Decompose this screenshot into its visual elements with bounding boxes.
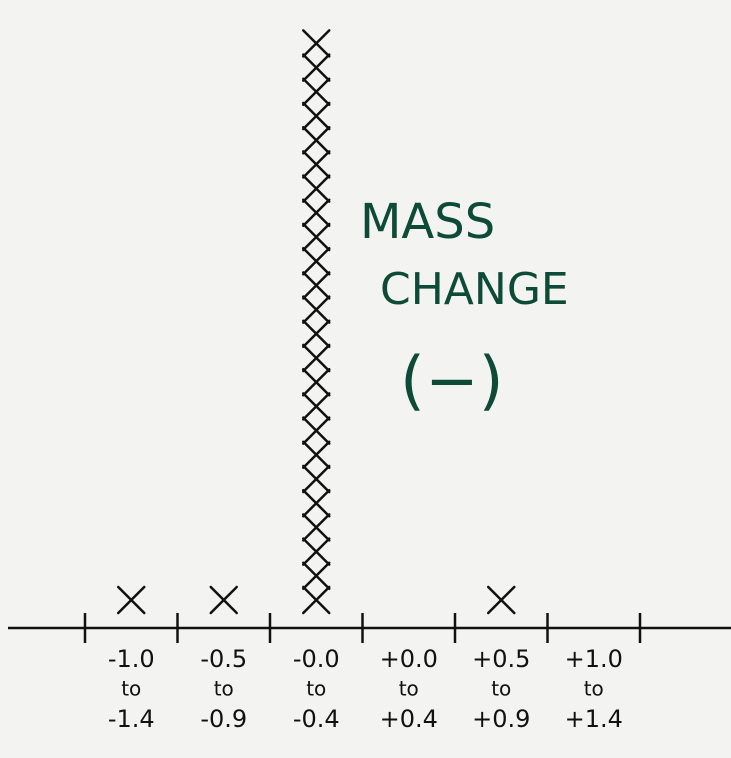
chart: -1.0 to -1.4 -0.5 to -0.9 -0.0 to -0.4 +0.0 to +0.4… <box>0 0 731 758</box>
x-tick-label: +0.9 <box>472 705 530 733</box>
x-tick-label: +0.4 <box>380 705 438 733</box>
x-tick-label: to <box>491 677 511 701</box>
x-tick-label: +0.5 <box>472 645 530 673</box>
x-tick-label: to <box>584 677 604 701</box>
x-tick-label: to <box>121 677 141 701</box>
x-tick-label: +1.4 <box>565 705 623 733</box>
x-tick-label: -0.9 <box>200 705 247 733</box>
x-tick-label: -1.4 <box>108 705 155 733</box>
x-tick-label: +0.0 <box>380 645 438 673</box>
x-tick-label: -1.0 <box>108 645 155 673</box>
x-tick-label: to <box>306 677 326 701</box>
x-tick-label: -0.4 <box>293 705 340 733</box>
x-tick-label: to <box>214 677 234 701</box>
x-tick-label: to <box>399 677 419 701</box>
annotation: MASS <box>360 194 495 250</box>
annotation: (−) <box>400 345 504 419</box>
x-tick-label: -0.5 <box>200 645 247 673</box>
x-tick-label: -0.0 <box>293 645 340 673</box>
annotation: CHANGE <box>380 264 569 315</box>
x-tick-label: +1.0 <box>565 645 623 673</box>
page: -1.0 to -1.4 -0.5 to -0.9 -0.0 to -0.4 +0.0 to +0.4… <box>0 0 731 758</box>
